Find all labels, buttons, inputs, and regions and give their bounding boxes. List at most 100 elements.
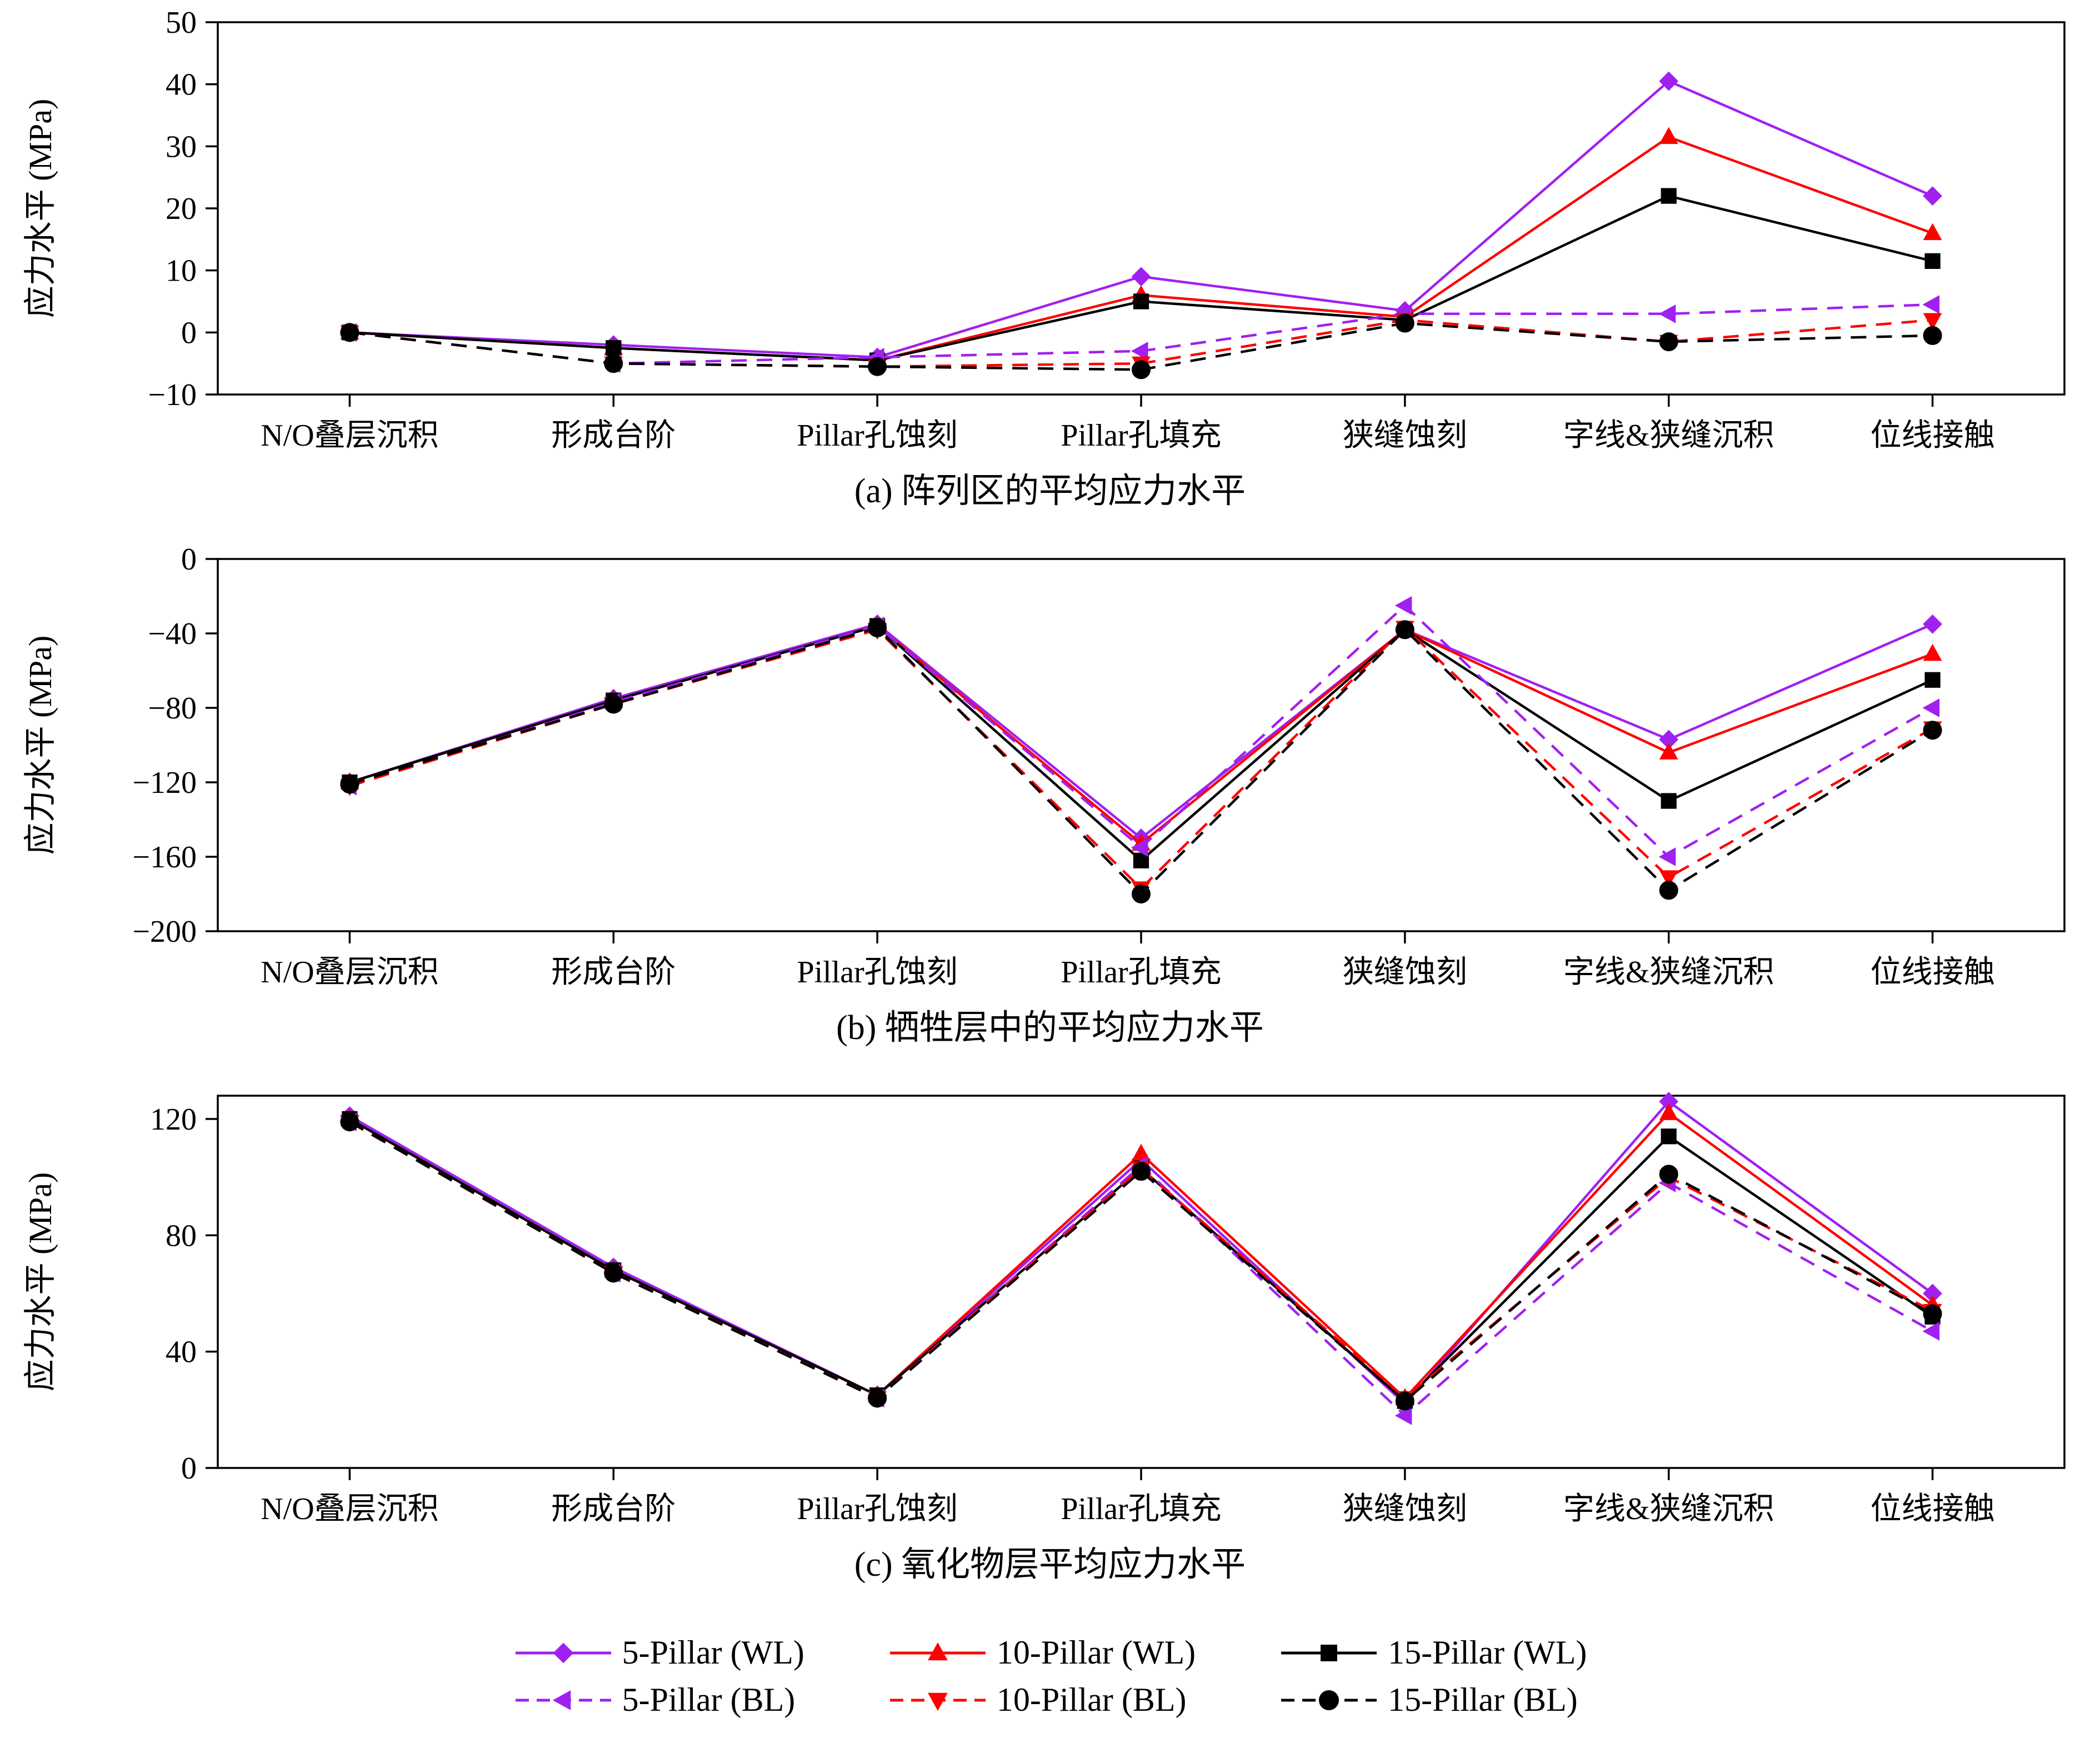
x-category-label: N/O叠层沉积 (261, 955, 438, 990)
series-line (349, 625, 1933, 846)
chart-panel-c: 0 40 80 120 N/O叠层沉积 形成台阶 Pillar孔蚀刻 Pillar孔填充 狭缝蚀… (0, 1081, 2100, 1618)
chart-panel-a: −10 0 10 20 30 40 50 N/O叠层沉积 形成台阶 Pillar孔蚀刻 Pillar… (0, 8, 2100, 545)
y-tick-label: −40 (148, 617, 197, 651)
legend-item: 5-Pillar (BL) (513, 1681, 804, 1719)
series-marker (868, 1389, 887, 1408)
series-line (349, 622, 1933, 840)
legend-swatch-diamond-icon (515, 1642, 611, 1663)
series-marker (1659, 332, 1678, 352)
x-category-label: 位线接触 (1871, 418, 1995, 453)
series-marker (1923, 186, 1942, 206)
y-tick-label: −10 (148, 378, 197, 412)
x-category-label: 狭缝蚀刻 (1343, 1492, 1467, 1526)
series-marker (1131, 1162, 1151, 1181)
series-marker (1659, 742, 1678, 760)
x-category-label: 字线&狭缝沉积 (1563, 418, 1774, 453)
series-marker (868, 357, 887, 376)
x-category-label: 位线接触 (1871, 955, 1995, 990)
legend-swatch-square-icon (1281, 1644, 1377, 1661)
legend-label: 15-Pillar (BL) (1388, 1681, 1578, 1718)
x-category-label: Pillar孔蚀刻 (797, 955, 957, 990)
legend-item: 10-Pillar (BL) (888, 1681, 1196, 1719)
series-marker (1923, 326, 1942, 345)
chart-panel-b: −200 −160 −120 −80 −40 0 N/O叠层沉积 形成台阶 Pillar孔蚀刻 P… (0, 545, 2100, 1081)
x-category-label: Pillar孔填充 (1061, 418, 1221, 453)
y-tick-label: 80 (166, 1218, 197, 1253)
series-marker (1395, 1391, 1414, 1411)
series-marker (1923, 313, 1942, 331)
legend-item: 15-Pillar (BL) (1279, 1681, 1587, 1719)
series-marker (1658, 304, 1676, 323)
series-marker (340, 775, 359, 794)
series-marker (1659, 1165, 1678, 1184)
series-marker (1131, 885, 1151, 903)
chart-a-canvas: −10 0 10 20 30 40 50 N/O叠层沉积 形成台阶 Pillar孔蚀刻 Pillar… (22, 8, 2066, 453)
series-marker (868, 618, 887, 637)
plot-frame (217, 21, 2066, 396)
series-marker (340, 323, 359, 342)
x-category-label: Pillar孔蚀刻 (797, 1492, 957, 1526)
x-category-label: N/O叠层沉积 (261, 418, 438, 453)
chart-legend: 5-Pillar (WL) 10-Pillar (WL) 15-Pillar (WL… (0, 1634, 2100, 1719)
y-axis-label: 应力水平 (MPa) (22, 636, 58, 855)
x-category-label: Pillar孔填充 (1061, 1492, 1221, 1526)
x-category-label: Pillar孔填充 (1061, 955, 1221, 990)
series-marker (1661, 188, 1677, 204)
series-marker (1923, 1304, 1942, 1324)
y-tick-label: 10 (166, 254, 197, 288)
series-marker (1922, 1322, 1940, 1341)
plot-frame (217, 1095, 2066, 1469)
series-marker (1923, 721, 1942, 740)
legend-swatch-circle-icon (1281, 1690, 1377, 1710)
y-tick-label: 50 (166, 8, 197, 40)
x-category-label: 形成台阶 (551, 955, 676, 990)
x-category-label: 形成台阶 (551, 1492, 676, 1526)
series-marker (1924, 253, 1941, 269)
series-marker (1131, 360, 1151, 379)
y-axis-label: 应力水平 (MPa) (22, 1172, 58, 1392)
series-marker (1394, 596, 1412, 615)
x-category-label: 字线&狭缝沉积 (1563, 1492, 1774, 1526)
series-marker (1659, 870, 1678, 887)
series-marker (1923, 223, 1942, 241)
y-tick-label: 0 (181, 316, 197, 350)
legend-label: 5-Pillar (WL) (622, 1634, 804, 1671)
x-category-label: 狭缝蚀刻 (1343, 955, 1467, 990)
series-marker (1659, 881, 1678, 900)
series-marker (1922, 698, 1940, 717)
x-category-label: Pillar孔蚀刻 (797, 418, 957, 453)
legend-label: 5-Pillar (BL) (622, 1681, 796, 1718)
chart-b-caption: (b) 牺牲层中的平均应力水平 (836, 1009, 1264, 1047)
plot-frame (217, 558, 2066, 932)
y-tick-label: 0 (181, 545, 197, 577)
series-marker (1661, 793, 1677, 809)
x-category-label: 字线&狭缝沉积 (1563, 955, 1774, 990)
y-tick-label: 30 (166, 129, 197, 164)
chart-a-caption: (a) 阵列区的平均应力水平 (854, 472, 1246, 510)
chart-c-canvas: 0 40 80 120 N/O叠层沉积 形成台阶 Pillar孔蚀刻 Pillar孔填充 狭缝蚀… (22, 1092, 2066, 1526)
chart-c-caption: (c) 氧化物层平均应力水平 (854, 1546, 1246, 1584)
y-axis-label: 应力水平 (MPa) (22, 99, 58, 318)
series-marker (1131, 341, 1148, 361)
series-marker (1658, 847, 1676, 866)
series-line (349, 136, 1933, 362)
y-tick-label: −160 (132, 840, 197, 875)
series-marker (1922, 295, 1940, 314)
x-category-label: 狭缝蚀刻 (1343, 418, 1467, 453)
series-marker (1659, 71, 1679, 91)
legend-item: 10-Pillar (WL) (888, 1634, 1196, 1672)
series-marker (604, 695, 623, 714)
series-marker (1133, 293, 1149, 309)
series-marker (1394, 1406, 1412, 1425)
x-category-label: 形成台阶 (551, 418, 676, 453)
x-category-label: N/O叠层沉积 (261, 1492, 438, 1526)
series-line (349, 603, 1933, 858)
y-tick-label: 0 (181, 1451, 197, 1486)
series-marker (1923, 643, 1942, 661)
series-marker (1924, 672, 1941, 688)
series-marker (1661, 1128, 1677, 1145)
y-tick-label: 40 (166, 1335, 197, 1370)
series-marker (1659, 127, 1678, 144)
legend-label: 10-Pillar (WL) (996, 1634, 1196, 1671)
